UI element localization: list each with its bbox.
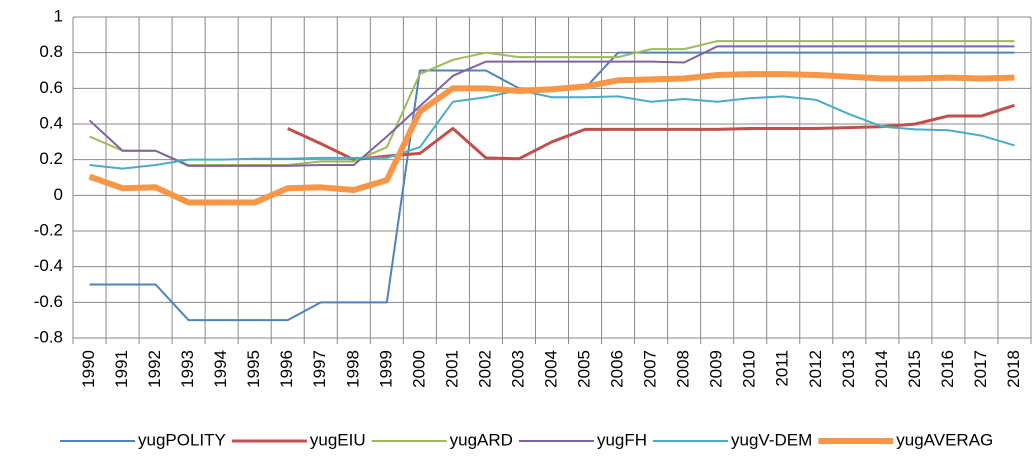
x-tick-label: 2007 bbox=[641, 350, 660, 388]
series-line bbox=[88, 71, 1015, 206]
series-line bbox=[88, 45, 1015, 167]
legend-label: yugAVERAG bbox=[896, 430, 993, 449]
x-tick-label: 2003 bbox=[508, 350, 527, 388]
series-line bbox=[287, 103, 1015, 162]
x-tick-label: 1992 bbox=[145, 350, 164, 388]
x-tick-label: 2011 bbox=[773, 350, 792, 387]
x-tick-label: 2008 bbox=[674, 350, 693, 388]
y-tick-label: 0.2 bbox=[39, 149, 63, 168]
legend-label: yugPOLITY bbox=[138, 430, 226, 449]
x-tick-label: 2006 bbox=[608, 350, 627, 388]
series-line bbox=[89, 89, 1015, 170]
legend-label: yugV-DEM bbox=[731, 430, 812, 449]
x-tick-label: 1996 bbox=[277, 350, 296, 388]
x-tick-label: 2016 bbox=[938, 350, 957, 388]
x-tick-label: 1993 bbox=[178, 350, 197, 388]
x-tick-label: 2012 bbox=[806, 350, 825, 388]
x-tick-label: 1999 bbox=[376, 350, 395, 388]
legend-label: yugARD bbox=[450, 430, 513, 449]
x-tick-label: 1997 bbox=[310, 350, 329, 388]
x-tick-label: 2014 bbox=[872, 350, 891, 388]
x-tick-label: 2001 bbox=[442, 350, 461, 388]
x-tick-label: 2015 bbox=[905, 350, 924, 388]
y-tick-label: -0.4 bbox=[34, 256, 63, 275]
y-tick-label: -0.8 bbox=[34, 327, 63, 346]
x-tick-label: 2013 bbox=[839, 350, 858, 388]
x-tick-label: 2017 bbox=[971, 350, 990, 388]
x-tick-label: 2002 bbox=[475, 350, 494, 388]
y-tick-label: -0.6 bbox=[34, 292, 63, 311]
x-tick-label: 2009 bbox=[707, 350, 726, 388]
x-tick-label: 1998 bbox=[343, 350, 362, 388]
x-tick-label: 2005 bbox=[575, 350, 594, 388]
x-tick-label: 1995 bbox=[244, 350, 263, 388]
x-tick-label: 1994 bbox=[211, 350, 230, 388]
x-tick-label: 2000 bbox=[409, 350, 428, 388]
legend-label: yugFH bbox=[597, 430, 647, 449]
series-line bbox=[89, 40, 1015, 167]
legend-label: yugEIU bbox=[310, 430, 366, 449]
x-tick-label: 1990 bbox=[79, 350, 98, 388]
y-tick-label: 1 bbox=[54, 6, 63, 25]
y-tick-label: 0.8 bbox=[39, 42, 63, 61]
series-line bbox=[89, 51, 1015, 322]
y-tick-label: 0.4 bbox=[39, 113, 63, 132]
x-tick-label: 2004 bbox=[541, 350, 560, 388]
y-tick-label: -0.2 bbox=[34, 220, 63, 239]
x-tick-label: 2018 bbox=[1004, 350, 1023, 388]
y-tick-label: 0 bbox=[54, 185, 63, 204]
x-tick-label: 2010 bbox=[740, 350, 759, 388]
x-tick-label: 1991 bbox=[112, 350, 131, 388]
y-tick-label: 0.6 bbox=[39, 78, 63, 97]
